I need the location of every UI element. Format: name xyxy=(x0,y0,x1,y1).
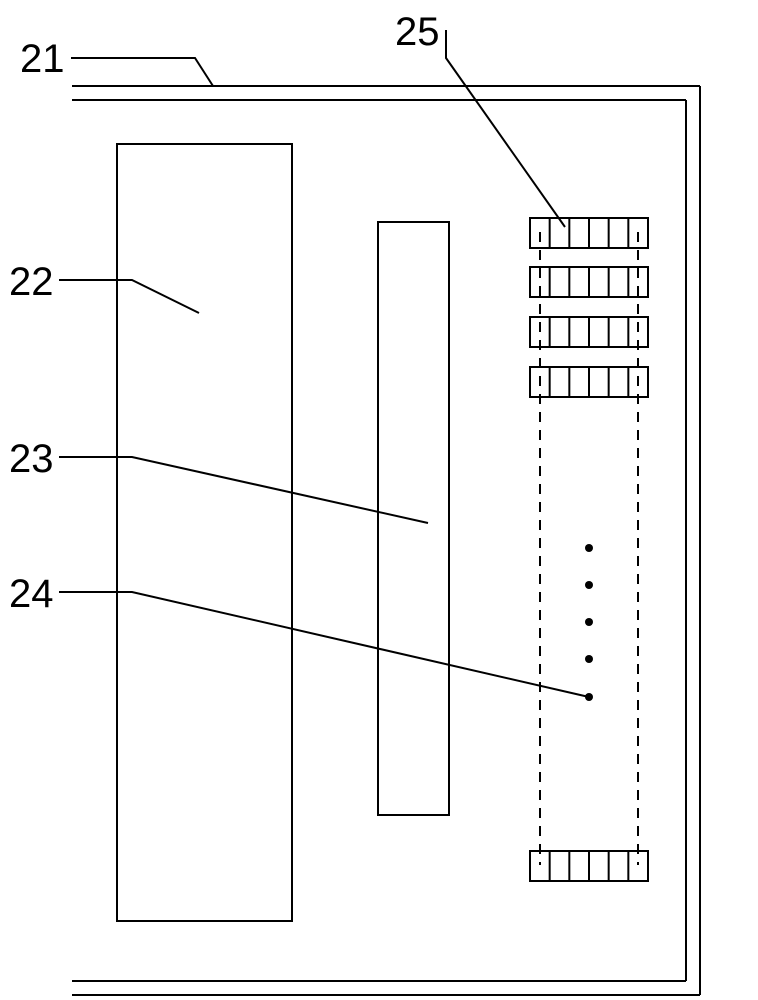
diagram-canvas: 21 22 23 24 25 xyxy=(0,0,758,1000)
diagram-svg xyxy=(0,0,758,1000)
